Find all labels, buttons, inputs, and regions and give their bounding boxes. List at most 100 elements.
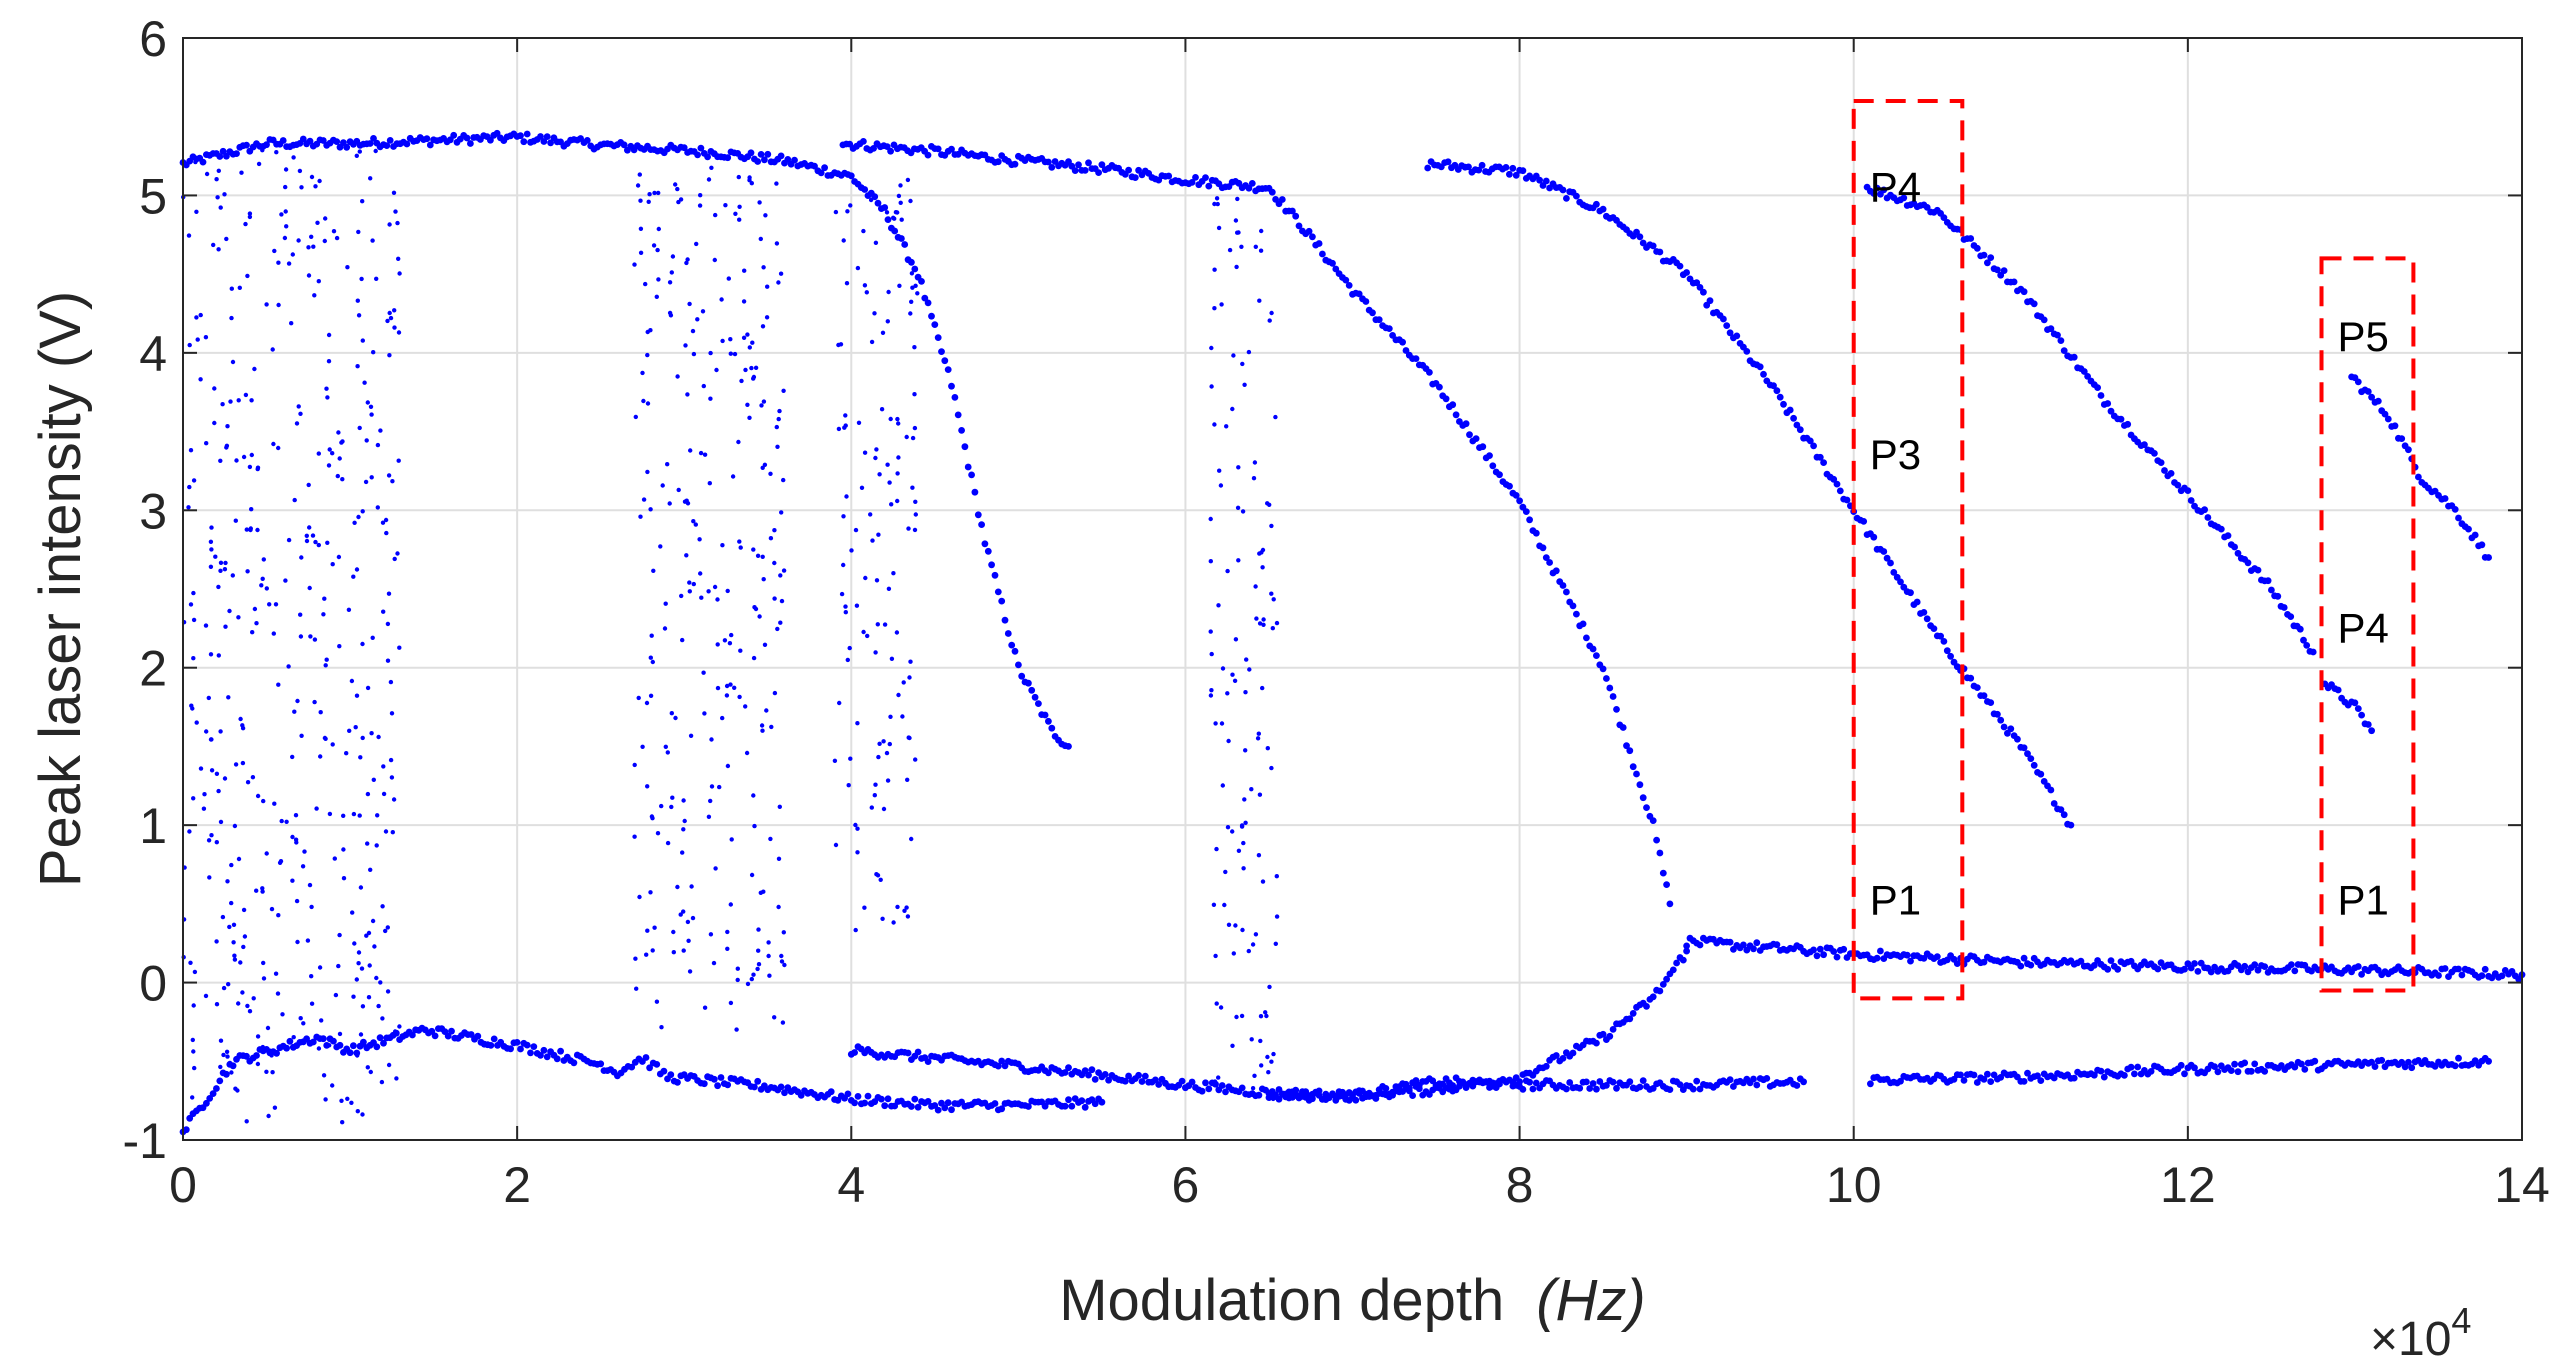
data-point-2127 <box>713 866 718 871</box>
data-point-2209 <box>675 884 680 890</box>
data-point-686 <box>2000 723 2008 731</box>
data-point-6 <box>199 158 207 166</box>
data-point-2929 <box>236 1001 241 1006</box>
data-point-2454 <box>1243 748 1248 753</box>
data-point-526 <box>1465 163 1472 171</box>
data-point-2272 <box>766 940 771 945</box>
data-point-2173 <box>638 226 644 231</box>
data-point-2377 <box>843 610 848 615</box>
data-point-2488 <box>1239 244 1244 249</box>
data-point-1795 <box>1542 1062 1550 1070</box>
data-point-2386 <box>904 434 909 440</box>
data-point-49 <box>343 143 351 151</box>
data-point-2250 <box>690 328 696 334</box>
data-point-619 <box>1776 393 1784 401</box>
data-point-2600 <box>309 1001 315 1006</box>
data-point-2450 <box>1236 558 1241 563</box>
data-point-2811 <box>355 1053 360 1058</box>
y-axis-label: Peak laser intensity (V) <box>28 291 93 887</box>
data-point-2494 <box>1220 783 1226 788</box>
data-point-2573 <box>250 630 255 635</box>
data-point-2180 <box>749 181 754 186</box>
data-point-1260 <box>543 1053 551 1061</box>
data-point-2909 <box>306 482 311 488</box>
data-point-1770 <box>1459 1078 1467 1086</box>
data-point-1711 <box>1800 1078 1807 1086</box>
data-point-2724 <box>392 1029 398 1034</box>
data-point-2614 <box>371 777 376 782</box>
data-point-632 <box>1820 459 1827 466</box>
data-point-245 <box>998 597 1006 605</box>
data-point-2569 <box>291 1035 296 1040</box>
data-point-181 <box>784 156 792 163</box>
data-point-2544 <box>1269 1059 1274 1064</box>
data-point-2655 <box>376 1003 381 1009</box>
data-point-2609 <box>264 1069 269 1075</box>
data-point-821 <box>2244 559 2252 567</box>
data-point-2779 <box>381 791 387 797</box>
data-point-1100 <box>2354 963 2362 970</box>
data-point-2273 <box>760 324 766 329</box>
data-point-444 <box>1436 383 1443 391</box>
data-point-2281 <box>687 301 692 307</box>
data-point-855 <box>2364 721 2372 728</box>
data-point-2769 <box>191 478 197 483</box>
data-point-36 <box>299 135 307 143</box>
data-point-491 <box>1593 652 1600 659</box>
data-point-2579 <box>229 286 234 291</box>
data-point-2988 <box>364 438 369 443</box>
data-point-1026 <box>2107 957 2115 964</box>
data-point-2164 <box>650 659 655 665</box>
data-point-485 <box>1573 610 1580 618</box>
data-point-1999 <box>2405 1058 2412 1066</box>
data-point-2597 <box>312 293 317 298</box>
data-point-1126 <box>2441 965 2449 972</box>
data-point-700 <box>2047 786 2055 794</box>
data-point-225 <box>931 321 939 328</box>
data-point-2258 <box>675 186 680 192</box>
data-point-839 <box>2303 642 2311 649</box>
data-point-919 <box>1750 945 1757 953</box>
data-point-2284 <box>760 465 765 470</box>
data-point-1595 <box>1412 1077 1420 1084</box>
data-point-2671 <box>326 359 332 364</box>
data-point-703 <box>2057 806 2065 813</box>
data-point-2385 <box>833 842 839 848</box>
x-axis-label-text: Modulation depth <box>1059 1268 1504 1333</box>
data-point-790 <box>2141 441 2148 449</box>
data-point-602 <box>1720 315 1727 323</box>
data-point-2035 <box>645 928 650 933</box>
data-point-2276 <box>715 642 720 647</box>
data-point-549 <box>1542 177 1550 185</box>
data-point-2922 <box>365 1065 370 1070</box>
data-point-2844 <box>312 637 318 642</box>
data-point-2487 <box>1212 201 1217 207</box>
data-point-2802 <box>337 644 342 649</box>
data-point-2451 <box>1208 629 1213 634</box>
data-point-628 <box>1806 437 1814 445</box>
data-point-2962 <box>354 693 360 698</box>
data-point-2588 <box>295 939 300 945</box>
data-point-742 <box>1980 251 1988 259</box>
data-point-577 <box>1636 233 1644 241</box>
data-point-2559 <box>360 338 365 343</box>
data-point-2491 <box>1226 738 1231 744</box>
data-point-2662 <box>309 234 314 239</box>
data-point-2460 <box>1263 1010 1268 1015</box>
data-point-974 <box>1933 953 1941 960</box>
data-point-132 <box>620 141 628 149</box>
data-point-1373 <box>924 1098 932 1105</box>
data-point-2464 <box>1274 874 1280 879</box>
data-point-2716 <box>283 209 288 214</box>
data-point-2640 <box>375 442 381 448</box>
data-point-2985 <box>226 695 231 700</box>
data-point-2696 <box>282 235 288 241</box>
data-point-800 <box>2174 481 2182 489</box>
data-point-1230 <box>444 1032 452 1040</box>
data-point-2896 <box>315 220 320 225</box>
data-point-1264 <box>557 1047 564 1055</box>
data-point-200 <box>847 172 855 180</box>
data-point-1644 <box>1576 1084 1584 1092</box>
data-point-2799 <box>356 514 361 520</box>
data-point-1869 <box>1970 1071 1978 1079</box>
